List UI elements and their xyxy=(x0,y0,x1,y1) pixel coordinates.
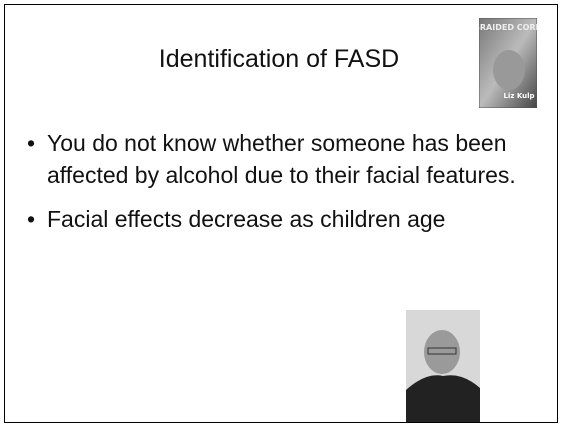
bullet-list: You do not know whether someone has been… xyxy=(25,127,537,247)
page: Identification of FASD BRAIDED CORD Liz … xyxy=(0,0,564,429)
slide-title: Identification of FASD xyxy=(5,45,553,74)
cover-face xyxy=(493,50,525,90)
book-cover: BRAIDED CORD Liz Kulp xyxy=(479,18,537,108)
slide: Identification of FASD BRAIDED CORD Liz … xyxy=(4,4,558,423)
cover-author: Liz Kulp xyxy=(503,92,534,100)
cover-title: BRAIDED CORD xyxy=(479,23,537,32)
photo-body xyxy=(406,375,480,422)
photo xyxy=(406,310,480,422)
bullet: Facial effects decrease as children age xyxy=(25,203,537,235)
bullet: You do not know whether someone has been… xyxy=(25,127,537,191)
photo-head xyxy=(424,330,460,374)
